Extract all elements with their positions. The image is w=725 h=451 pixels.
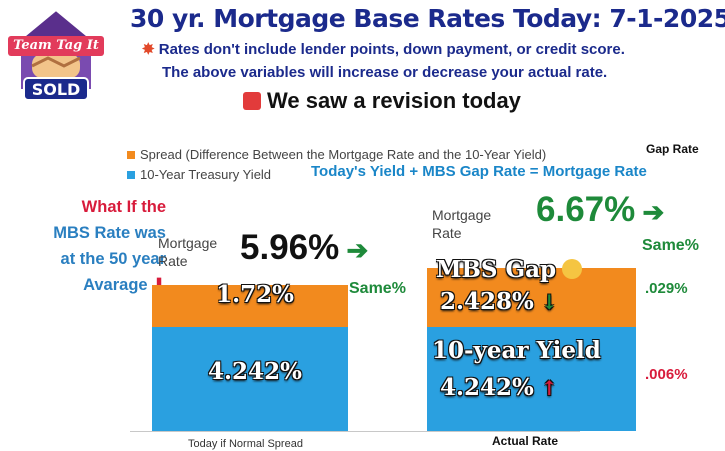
revision-text: We saw a revision today (267, 88, 521, 113)
page-title: 30 yr. Mortgage Base Rates Today: 7-1-20… (130, 4, 725, 33)
x-tick-label-today: Today if Normal Spread (188, 438, 303, 450)
what-if-note: What If the MBS Rate was at the 50 year … (6, 194, 166, 298)
right-arrow-icon-2: ➔ (635, 197, 665, 227)
what-if-line-2: MBS Rate was (53, 224, 166, 242)
logo-text-bottom: SOLD (31, 80, 81, 99)
bar-today-normal-yield (152, 327, 348, 431)
bar2-gap-title-text: MBS Gap (436, 256, 557, 283)
bar-today-normal-spread (152, 284, 348, 328)
siren-icon (243, 92, 261, 110)
rate-formula: Today's Yield + MBS Gap Rate = Mortgage … (311, 163, 647, 180)
legend-swatch-blue (127, 171, 135, 179)
bar2-yield-title: 10-year Yield (432, 337, 601, 364)
bar2-yield-value: 4.242% ↑ (440, 374, 620, 401)
what-if-line-1: What If the (81, 198, 166, 216)
bar2-gap-value-text: 2.428% (440, 288, 534, 315)
right-arrow-icon: ➔ (339, 235, 369, 265)
house-handshake-icon (7, 8, 105, 101)
bar2-gap-title: MBS Gap (436, 256, 616, 283)
bar1-yield-label: 4.242% (208, 358, 302, 385)
up-arrow-icon: ↑ (533, 376, 558, 400)
bar2-mortgage-rate-label: Mortgage Rate (432, 207, 492, 241)
bar1-mortgage-rate-label: Mortgage Rate (158, 235, 218, 269)
subtitle-line-2: The above variables will increase or dec… (162, 64, 608, 81)
bar2-total-value: 6.67% (536, 190, 636, 229)
bar2-total-rate: 6.67% ➔ (536, 190, 664, 230)
legend-label-yield: 10-Year Treasury Yield (140, 167, 272, 182)
subtitle-line-1: ✸ Rates don't include lender points, dow… (142, 40, 625, 58)
gap-rate-header: Gap Rate (646, 142, 699, 156)
bar-actual-yield (427, 327, 636, 431)
subtitle-line-1-text: Rates don't include lender points, down … (158, 41, 625, 58)
bar1-total-value: 5.96% (240, 228, 340, 267)
legend-label-spread: Spread (Difference Between the Mortgage … (140, 147, 547, 162)
legend-item-yield: 10-Year Treasury Yield (127, 167, 271, 182)
x-axis-line (130, 431, 580, 432)
logo-text-top: Team Tag It (13, 38, 99, 53)
bar2-gap-change: .029% (645, 280, 688, 297)
bar2-yield-value-text: 4.242% (440, 374, 534, 401)
bar1-spread-label: 1.72% (216, 281, 294, 308)
bar2-total-change: Same% (642, 237, 699, 254)
down-arrow-icon-2: ↓ (533, 290, 558, 314)
bar2-yield-change: .006% (645, 366, 688, 383)
bar-actual-spread (427, 267, 636, 328)
bar2-gap-value: 2.428% ↓ (440, 288, 620, 315)
legend-swatch-orange (127, 151, 135, 159)
legend-item-spread: Spread (Difference Between the Mortgage … (127, 147, 546, 162)
revision-notice: We saw a revision today (243, 88, 521, 114)
team-tag-it-logo: Team Tag It SOLD (2, 2, 110, 106)
what-if-line-3: at the 50 year (60, 250, 166, 268)
emoji-face-icon (562, 259, 583, 279)
collision-icon: ✸ (142, 41, 155, 58)
bar1-total-rate: 5.96% ➔ (240, 228, 368, 268)
what-if-line-4: Avarage (83, 276, 148, 294)
bar1-change: Same% (349, 280, 406, 297)
x-tick-label-actual: Actual Rate (492, 434, 559, 448)
